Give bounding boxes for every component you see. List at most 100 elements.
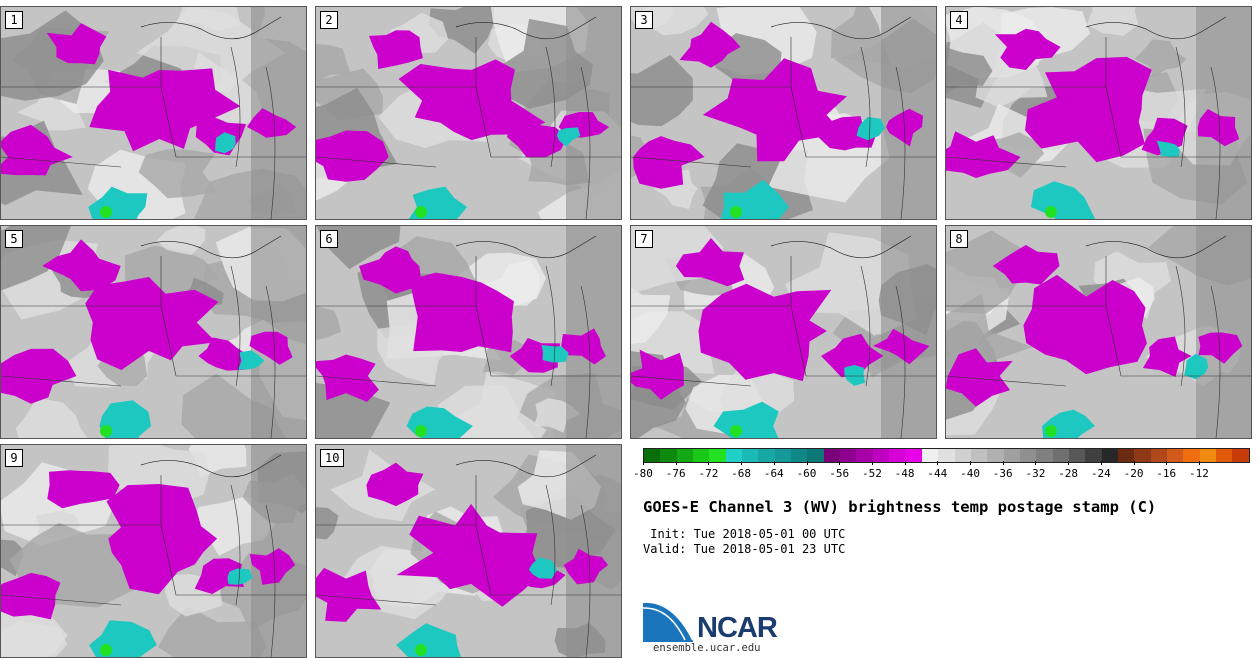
stamp-panel-7: 7 — [630, 225, 937, 439]
ncar-logo-swoosh — [643, 600, 694, 642]
stamp-panel-6: 6 — [315, 225, 622, 439]
colorbar-tick-mark — [970, 461, 972, 465]
stamp-panel-1: 1 — [0, 6, 307, 220]
stamp-panel-10: 10 — [315, 444, 622, 658]
figure-title: GOES-E Channel 3 (WV) brightness temp po… — [643, 498, 1157, 516]
panel-number: 3 — [635, 11, 653, 29]
stamp-map — [946, 7, 1251, 219]
colorbar-swatch — [693, 449, 710, 462]
stamp-panel-9: 9 — [0, 444, 307, 658]
colorbar-tick-mark — [937, 461, 939, 465]
panel-number: 8 — [950, 230, 968, 248]
colorbar-tick-label: -32 — [1025, 467, 1046, 480]
panel-number: 10 — [320, 449, 345, 467]
colorbar-tick-mark — [1166, 461, 1168, 465]
colorbar-swatch — [807, 449, 824, 462]
stamp-map — [631, 226, 936, 438]
panel-number: 6 — [320, 230, 338, 248]
colorbar-tick-mark — [1035, 461, 1037, 465]
colorbar-tick-label: -24 — [1090, 467, 1111, 480]
colorbar-tick-label: -36 — [992, 467, 1013, 480]
colorbar-tick-mark — [1198, 461, 1200, 465]
colorbar-tick-mark — [839, 461, 841, 465]
stamp-panel-4: 4 — [945, 6, 1252, 220]
colorbar-tick-mark — [675, 461, 677, 465]
colorbar-swatch — [1003, 449, 1020, 462]
colorbar-swatch — [1036, 449, 1053, 462]
colorbar-swatch — [1199, 449, 1217, 462]
valid-time: Valid: Tue 2018-05-01 23 UTC — [643, 542, 846, 556]
colorbar-swatch — [970, 449, 988, 462]
colorbar-swatch — [1216, 449, 1233, 462]
stamp-panel-3: 3 — [630, 6, 937, 220]
colorbar-tick-label: -72 — [698, 467, 719, 480]
panel-number: 5 — [5, 230, 23, 248]
colorbar — [643, 448, 1250, 463]
colorbar-swatch — [1068, 449, 1086, 462]
stamp-map — [316, 445, 621, 657]
colorbar-swatch — [921, 449, 939, 462]
colorbar-swatch — [774, 449, 792, 462]
colorbar-swatch — [742, 449, 759, 462]
colorbar-swatch — [872, 449, 890, 462]
colorbar-tick-label: -12 — [1189, 467, 1209, 480]
colorbar-swatch — [725, 449, 743, 462]
stamp-map — [946, 226, 1251, 438]
stamp-map — [631, 7, 936, 219]
colorbar-tick-mark — [741, 461, 743, 465]
colorbar-swatch — [791, 449, 808, 462]
colorbar-swatch — [1183, 449, 1200, 462]
colorbar-swatch — [709, 449, 726, 462]
colorbar-swatch — [856, 449, 873, 462]
panel-number: 9 — [5, 449, 23, 467]
panel-number: 1 — [5, 11, 23, 29]
colorbar-tick-label: -52 — [861, 467, 882, 480]
colorbar-swatch — [823, 449, 841, 462]
panel-number: 2 — [320, 11, 338, 29]
colorbar-swatch — [1232, 449, 1249, 462]
colorbar-tick-label: -16 — [1156, 467, 1177, 480]
colorbar-swatch — [1134, 449, 1151, 462]
colorbar-tick-label: -68 — [731, 467, 752, 480]
colorbar-tick-label: -44 — [927, 467, 948, 480]
colorbar-tick-label: -76 — [665, 467, 686, 480]
colorbar-swatch — [889, 449, 906, 462]
colorbar-tick-mark — [643, 461, 644, 465]
stamp-map — [316, 226, 621, 438]
colorbar-swatch — [1085, 449, 1102, 462]
colorbar-tick-mark — [904, 461, 906, 465]
colorbar-swatch — [1019, 449, 1037, 462]
colorbar-tick-label: -80 — [633, 467, 653, 480]
colorbar-swatch — [1101, 449, 1118, 462]
colorbar-tick-mark — [1068, 461, 1070, 465]
stamp-map — [1, 226, 306, 438]
panel-number: 7 — [635, 230, 653, 248]
colorbar-swatch — [1117, 449, 1135, 462]
colorbar-swatch — [905, 449, 922, 462]
colorbar-tick-mark — [1002, 461, 1004, 465]
colorbar-tick-mark — [1133, 461, 1135, 465]
colorbar-tick-label: -60 — [796, 467, 817, 480]
stamp-map — [1, 445, 306, 657]
colorbar-swatch — [676, 449, 694, 462]
colorbar-swatch — [954, 449, 971, 462]
colorbar-tick-mark — [871, 461, 873, 465]
init-time: Init: Tue 2018-05-01 00 UTC — [643, 527, 846, 541]
site-url: ensemble.ucar.edu — [653, 642, 761, 654]
colorbar-tick-mark — [708, 461, 710, 465]
colorbar-swatch — [644, 449, 661, 462]
stamp-panel-8: 8 — [945, 225, 1252, 439]
colorbar-swatch — [938, 449, 955, 462]
colorbar-tick-mark — [1100, 461, 1102, 465]
colorbar-tick-label: -20 — [1123, 467, 1144, 480]
colorbar-tick-label: -40 — [960, 467, 980, 480]
colorbar-tick-label: -28 — [1058, 467, 1079, 480]
colorbar-tick-mark — [773, 461, 775, 465]
colorbar-tick-label: -48 — [894, 467, 915, 480]
colorbar-swatch — [1150, 449, 1167, 462]
colorbar-swatch — [1167, 449, 1184, 462]
colorbar-swatch — [660, 449, 677, 462]
colorbar-tick-label: -56 — [829, 467, 850, 480]
colorbar-swatch — [758, 449, 775, 462]
stamp-map — [316, 7, 621, 219]
